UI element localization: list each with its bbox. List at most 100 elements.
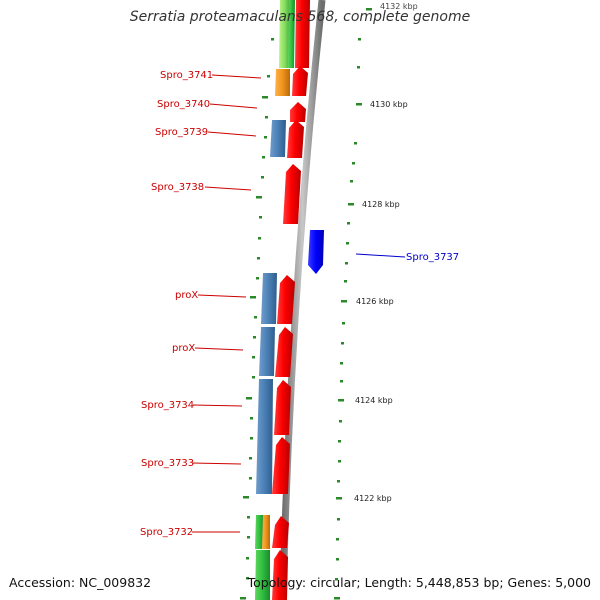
inner-ruler xyxy=(240,38,274,600)
ruler-label: 4132 kbp xyxy=(380,2,418,11)
gene-arrow-forward xyxy=(287,120,304,158)
ruler-tick xyxy=(264,136,267,139)
ruler-tick xyxy=(256,277,259,280)
ruler-tick xyxy=(352,162,355,165)
gene-arrow-reverse xyxy=(308,230,324,274)
genome-summary-text: Topology: circular; Length: 5,448,853 bp… xyxy=(247,575,591,590)
ruler-label: 4122 kbp xyxy=(354,494,392,503)
leader-line xyxy=(194,347,244,351)
ruler-tick xyxy=(267,75,270,78)
ruler-tick xyxy=(271,38,274,41)
leader-line xyxy=(211,74,262,79)
gene-arrow-forward xyxy=(295,0,310,68)
ruler-tick xyxy=(344,280,347,283)
ruler-tick xyxy=(250,437,253,440)
ruler-label: 4128 kbp xyxy=(362,200,400,209)
ruler-tick xyxy=(250,296,256,299)
ruler-tick xyxy=(337,480,340,483)
ruler-tick xyxy=(346,242,349,245)
ruler-tick xyxy=(340,362,343,365)
cog-block-green xyxy=(255,515,264,549)
label-leaders xyxy=(191,74,406,533)
leader-line xyxy=(197,294,247,298)
ruler-tick xyxy=(261,176,264,179)
ruler-tick xyxy=(334,597,340,600)
ruler-tick xyxy=(247,536,250,539)
ruler-tick xyxy=(252,376,255,379)
ruler-tick xyxy=(262,96,268,99)
ruler-label: 4130 kbp xyxy=(370,100,408,109)
accession-text: Accession: NC_009832 xyxy=(9,575,152,590)
ruler-tick xyxy=(350,180,353,183)
ruler-tick xyxy=(246,577,249,580)
cog-blocks xyxy=(255,0,295,600)
ruler-tick xyxy=(262,156,265,159)
gene-label-spro-3737[interactable]: Spro_3737 xyxy=(406,252,459,263)
ruler-label: 4126 kbp xyxy=(356,297,394,306)
genome-backbone xyxy=(279,0,326,600)
ruler-tick xyxy=(250,417,253,420)
ruler-tick xyxy=(246,397,252,400)
gene-label-spro-3738[interactable]: Spro_3738 xyxy=(151,182,204,193)
gene-arrow-forward xyxy=(272,437,290,494)
gene-arrow-forward xyxy=(283,164,301,224)
gene-arrow-forward xyxy=(292,66,308,96)
ruler-tick xyxy=(249,457,252,460)
gene-label-spro-3740[interactable]: Spro_3740 xyxy=(157,99,210,110)
ruler-tick xyxy=(253,336,256,339)
ruler-tick xyxy=(265,116,268,119)
gene-label-spro-3733[interactable]: Spro_3733 xyxy=(141,458,194,469)
ruler-tick xyxy=(243,496,249,499)
ruler-tick xyxy=(347,222,350,225)
gene-label-prox[interactable]: proX xyxy=(175,290,198,301)
gene-label-prox[interactable]: proX xyxy=(172,343,195,354)
gene-arrow-forward xyxy=(275,327,293,377)
gene-labels: Spro_3741 Spro_3740 Spro_3739 Spro_3738 … xyxy=(140,70,459,538)
ruler-tick xyxy=(348,203,354,206)
ruler-tick xyxy=(337,518,340,521)
map-title: Serratia proteamaculans 568, complete ge… xyxy=(129,9,471,25)
ruler-tick xyxy=(342,322,345,325)
gene-arrow-forward xyxy=(274,380,291,435)
cog-block-blue xyxy=(261,273,277,324)
cog-block-orange xyxy=(275,69,290,96)
ruler-tick xyxy=(338,460,341,463)
ruler-tick xyxy=(366,8,372,11)
ruler-tick xyxy=(338,399,344,402)
leader-line xyxy=(209,103,258,109)
ruler-tick xyxy=(256,196,262,199)
ruler-tick xyxy=(338,440,341,443)
cog-block-green xyxy=(288,0,295,68)
leader-line xyxy=(192,404,243,407)
gene-label-spro-3741[interactable]: Spro_3741 xyxy=(160,70,213,81)
cog-block-green xyxy=(255,550,270,600)
ruler-tick xyxy=(258,237,261,240)
ruler-tick xyxy=(249,477,252,480)
gene-label-spro-3734[interactable]: Spro_3734 xyxy=(141,400,194,411)
leader-line xyxy=(355,253,406,258)
cog-block-blue xyxy=(259,327,275,376)
ruler-tick xyxy=(340,380,343,383)
leader-line xyxy=(204,186,252,191)
gene-label-spro-3732[interactable]: Spro_3732 xyxy=(140,527,193,538)
gene-label-spro-3739[interactable]: Spro_3739 xyxy=(155,127,208,138)
leader-line xyxy=(207,131,257,137)
cog-block-blue xyxy=(270,120,286,157)
ruler-tick xyxy=(246,557,249,560)
gene-arrow-forward xyxy=(277,275,295,324)
cog-block-orange xyxy=(262,515,270,549)
cog-block-green xyxy=(279,0,290,68)
ruler-tick xyxy=(254,316,257,319)
gene-arrow-forward xyxy=(290,102,306,122)
ruler-tick xyxy=(341,342,344,345)
ruler-tick xyxy=(336,558,339,561)
ruler-tick xyxy=(339,420,342,423)
ruler-tick xyxy=(354,142,357,145)
ruler-tick xyxy=(247,516,250,519)
ruler-label: 4124 kbp xyxy=(355,396,393,405)
ruler-tick xyxy=(336,538,339,541)
ruler-tick xyxy=(259,216,262,219)
ruler-tick xyxy=(336,497,342,500)
gene-arrow-forward xyxy=(272,550,288,600)
